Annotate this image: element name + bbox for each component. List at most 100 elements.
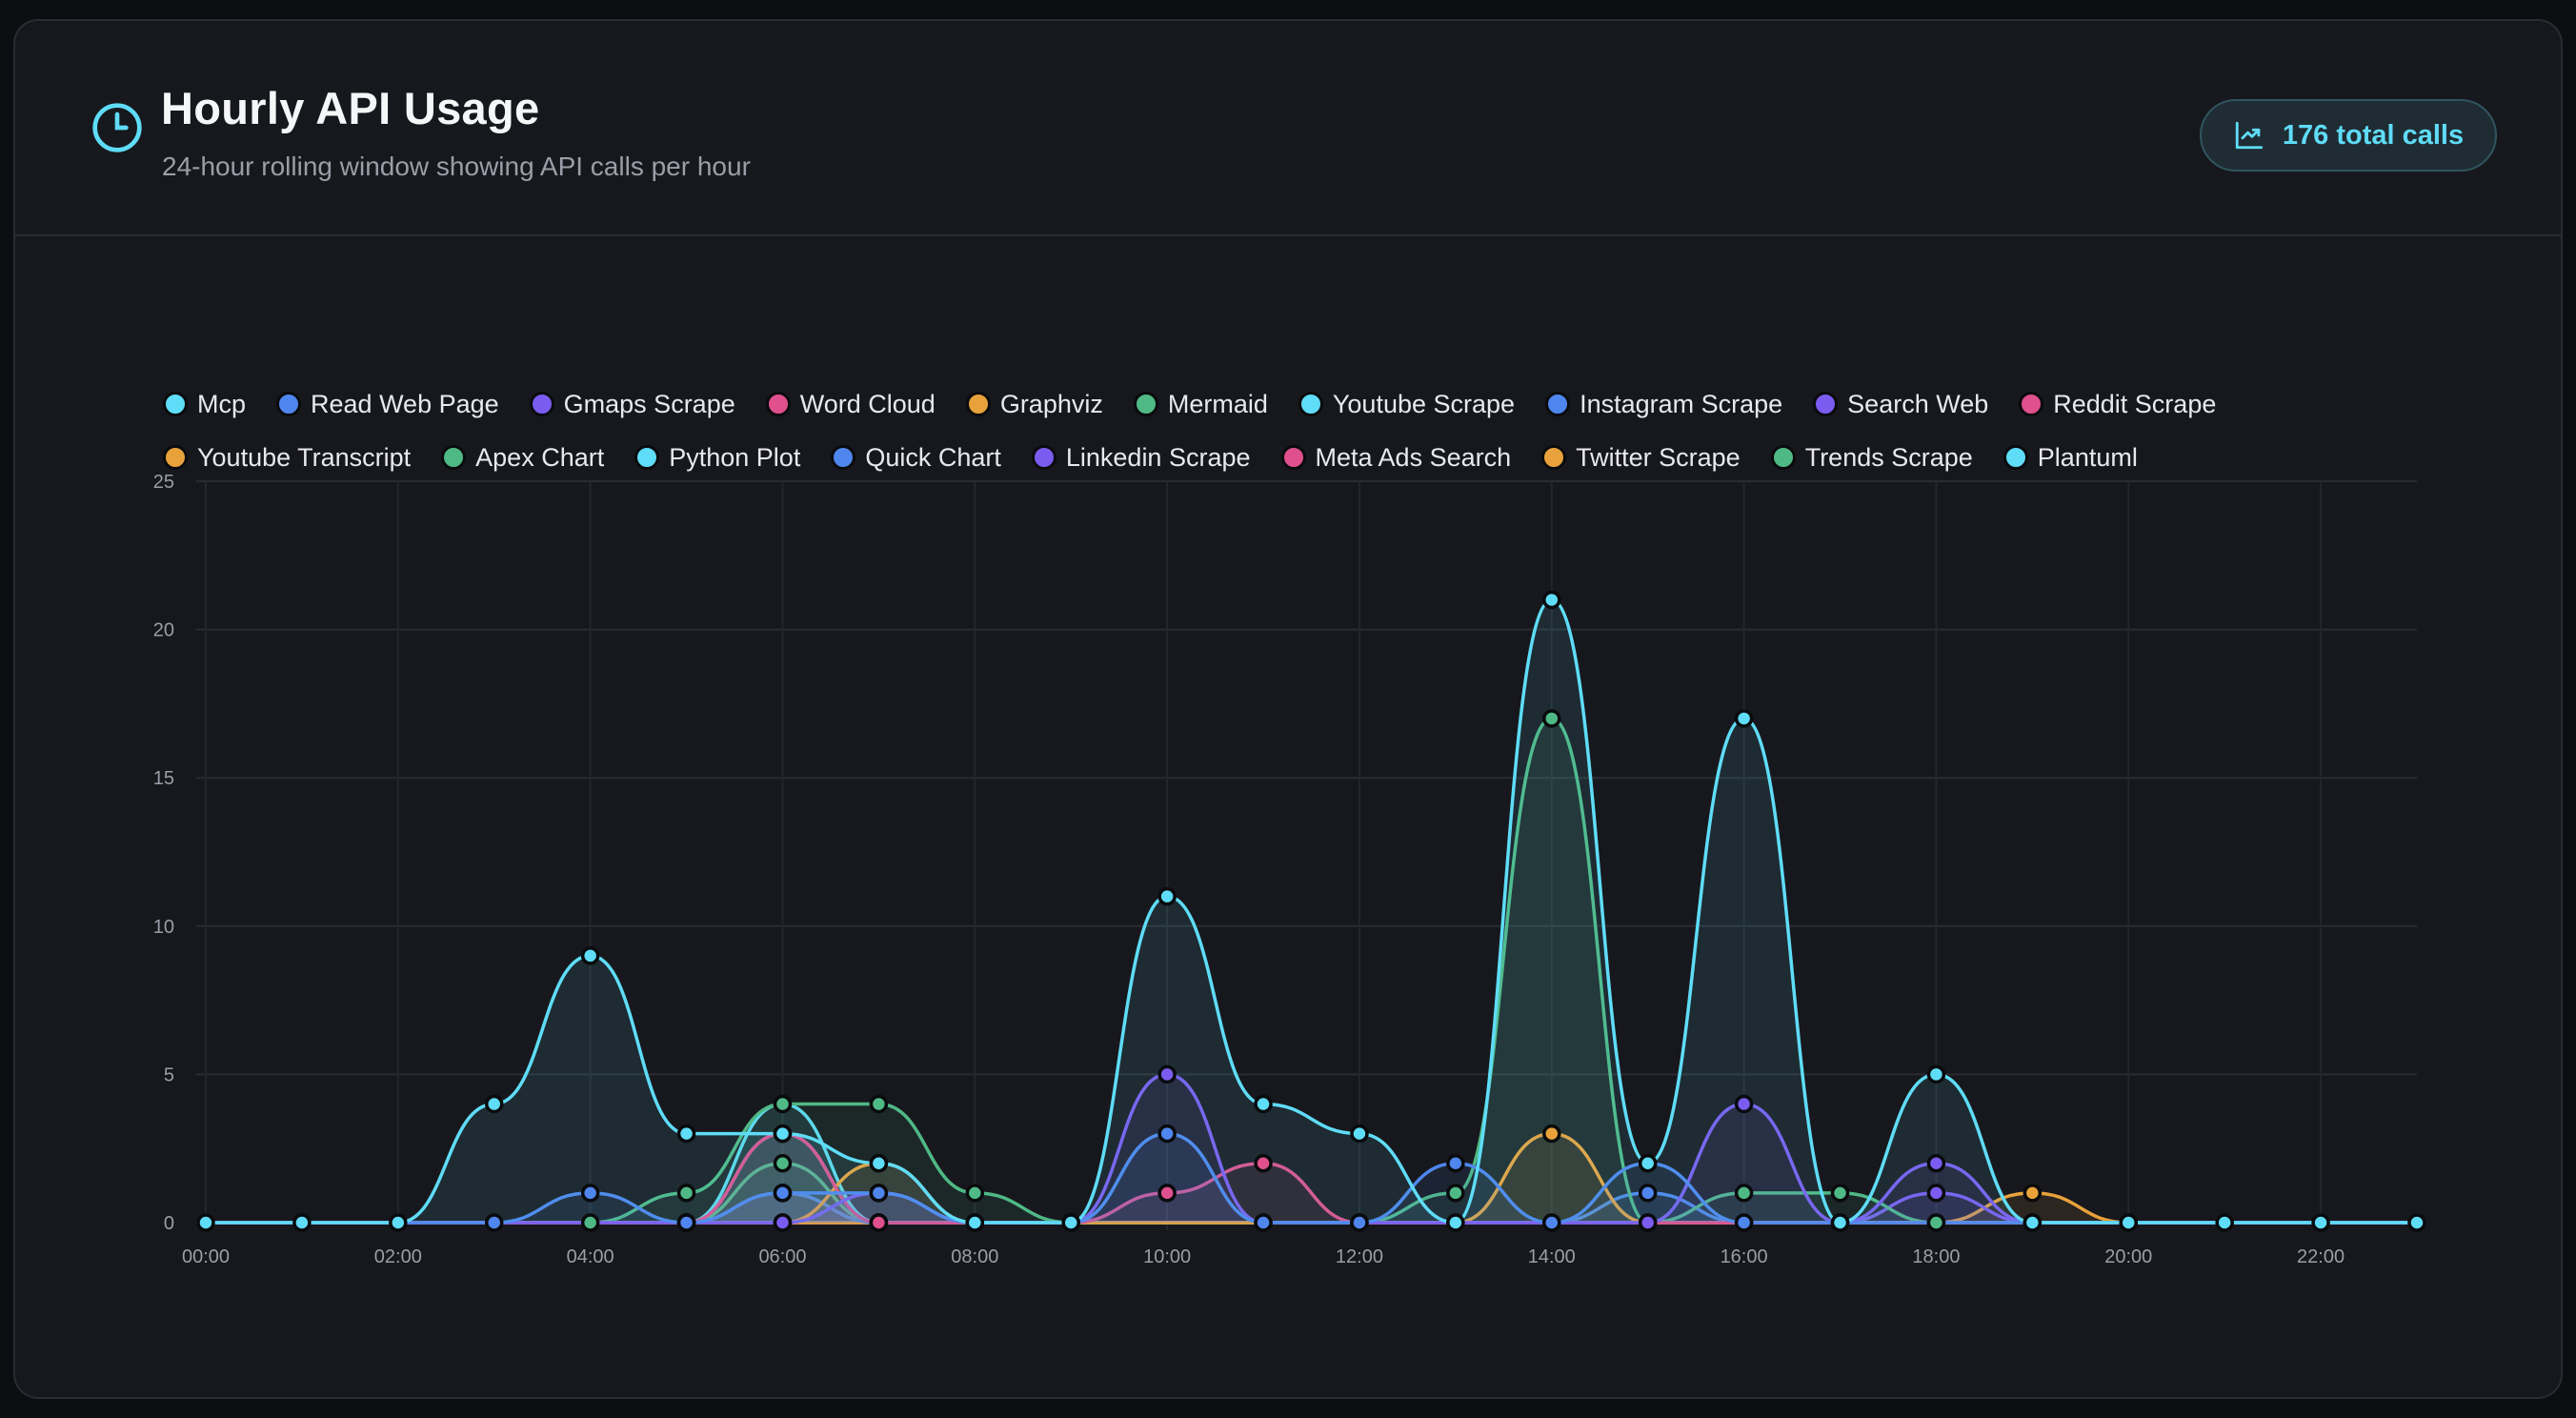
legend-marker (765, 392, 791, 416)
legend-marker (1813, 392, 1839, 416)
legend-item[interactable]: Linkedin Scrape (1031, 443, 1251, 473)
legend-item[interactable]: Plantuml (2002, 442, 2138, 473)
legend-item[interactable]: Trends Scrape (1770, 442, 1973, 473)
legend-label: Reddit Scrape (2053, 389, 2217, 418)
data-point (1254, 1213, 1273, 1232)
legend-label: Trends Scrape (1804, 442, 1973, 472)
legend-label: Graphviz (999, 389, 1103, 418)
legend-label: Mermaid (1167, 389, 1268, 418)
data-point (1157, 1124, 1177, 1144)
legend-item[interactable]: Mcp (163, 390, 246, 419)
data-point (292, 1213, 312, 1232)
data-point (1638, 1154, 1658, 1173)
y-tick-label: 20 (153, 620, 174, 641)
legend-item[interactable]: Python Plot (634, 443, 800, 473)
data-point (773, 1124, 793, 1144)
legend-item[interactable]: Youtube Scrape (1298, 390, 1515, 419)
data-point (1926, 1064, 1946, 1084)
legend-item[interactable]: Word Cloud (765, 389, 936, 419)
x-tick-label: 20:00 (2104, 1246, 2152, 1267)
legend-label: Gmaps Scrape (563, 389, 735, 418)
data-point (2023, 1213, 2043, 1232)
legend-marker (1545, 392, 1571, 416)
data-point (1254, 1094, 1273, 1114)
legend-marker (1298, 392, 1323, 416)
series-area (206, 1133, 2417, 1223)
legend-item[interactable]: Meta Ads Search (1280, 443, 1511, 473)
x-tick-label: 00:00 (182, 1246, 230, 1267)
legend-label: Apex Chart (475, 442, 605, 472)
chart-legend: Mcp Read Web Page Gmaps Scrape Word Cloud Gr… (163, 377, 2246, 484)
data-point (1061, 1213, 1080, 1232)
data-point (773, 1184, 793, 1203)
data-point (1157, 886, 1177, 906)
legend-label: Mcp (197, 389, 247, 418)
data-point (1446, 1184, 1465, 1203)
x-tick-label: 08:00 (951, 1246, 998, 1267)
data-point (1734, 709, 1754, 728)
data-point (1926, 1154, 1946, 1173)
subtitle: 24-hour rolling window showing API calls… (162, 152, 751, 181)
series-area (206, 1133, 2417, 1223)
legend-item[interactable]: Graphviz (965, 389, 1103, 419)
data-point (1446, 1213, 1465, 1232)
series-area (206, 1133, 2417, 1223)
data-point (389, 1213, 408, 1232)
legend-marker (163, 445, 188, 470)
legend-item[interactable]: Read Web Page (276, 390, 499, 419)
data-point (1638, 1213, 1658, 1232)
data-point (1350, 1124, 1369, 1144)
data-point (676, 1184, 696, 1203)
x-tick-label: 02:00 (374, 1246, 422, 1267)
legend-marker (1031, 445, 1057, 470)
legend-label: Python Plot (669, 442, 801, 472)
data-point (773, 1213, 793, 1232)
series-area (206, 599, 2417, 1223)
data-point (484, 1094, 504, 1114)
series-area (206, 1192, 2417, 1223)
data-point (1734, 1094, 1754, 1114)
legend-label: Read Web Page (311, 389, 499, 418)
legend-label: Quick Chart (865, 442, 1001, 472)
data-point (1734, 1213, 1754, 1232)
legend-item[interactable]: Apex Chart (441, 443, 604, 473)
data-point (1542, 1213, 1561, 1232)
total-calls-label: 176 total calls (2282, 119, 2465, 151)
data-point (676, 1213, 696, 1232)
legend-marker (2019, 392, 2044, 416)
legend-marker (529, 392, 554, 416)
legend-label: Youtube Transcript (197, 442, 412, 472)
data-point (1734, 1184, 1754, 1203)
trending-chart-icon (2235, 121, 2264, 150)
legend-item[interactable]: Search Web (1813, 390, 1988, 419)
legend-item[interactable]: Twitter Scrape (1541, 443, 1741, 473)
legend-marker (163, 392, 188, 416)
legend-item[interactable]: Gmaps Scrape (529, 389, 735, 419)
data-point (2023, 1184, 2043, 1203)
legend-item[interactable]: Quick Chart (831, 443, 1001, 473)
data-point (2119, 1213, 2139, 1232)
legend-item[interactable]: Youtube Transcript (163, 443, 411, 473)
clock-icon (92, 103, 142, 152)
data-point (965, 1184, 985, 1203)
legend-marker (1541, 445, 1567, 470)
data-point (1542, 1124, 1561, 1144)
data-point (1446, 1154, 1465, 1173)
legend-item[interactable]: Reddit Scrape (2019, 390, 2216, 419)
data-point (1926, 1213, 1946, 1232)
data-point (773, 1154, 793, 1173)
series-area (206, 1163, 2417, 1223)
legend-label: Instagram Scrape (1580, 389, 1783, 418)
legend-label: Plantuml (2037, 442, 2138, 472)
legend-label: Word Cloud (799, 389, 936, 418)
legend-marker (634, 445, 660, 470)
data-point (484, 1213, 504, 1232)
data-point (1830, 1213, 1850, 1232)
legend-item[interactable]: Mermaid (1133, 389, 1268, 419)
data-point (869, 1154, 889, 1173)
legend-item[interactable]: Instagram Scrape (1545, 390, 1782, 419)
y-tick-label: 25 (153, 472, 174, 493)
legend-label: Twitter Scrape (1576, 442, 1741, 472)
legend-marker (1770, 445, 1796, 470)
